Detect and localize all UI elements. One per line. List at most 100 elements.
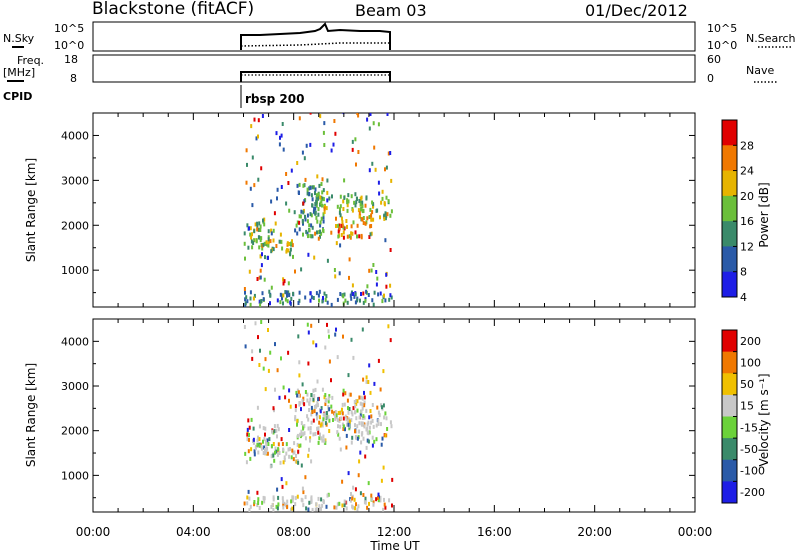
power-cell bbox=[311, 185, 314, 190]
velocity-cell bbox=[373, 381, 376, 386]
power-cell bbox=[359, 214, 362, 218]
power-cell bbox=[317, 293, 320, 298]
power-cell bbox=[383, 201, 386, 206]
power-cell bbox=[270, 249, 273, 254]
velocity-cell bbox=[302, 396, 305, 401]
velocity-cell bbox=[363, 403, 366, 408]
power-colorbar-swatch bbox=[722, 246, 737, 273]
power-cell bbox=[262, 297, 265, 302]
power-cell bbox=[280, 133, 283, 138]
velocity-cell bbox=[349, 498, 352, 503]
velocity-cell bbox=[246, 501, 249, 506]
power-cell bbox=[305, 143, 308, 148]
velocity-cell bbox=[360, 409, 363, 414]
power-cell bbox=[267, 255, 269, 260]
velocity-cell bbox=[307, 417, 310, 422]
velocity-cell bbox=[351, 496, 354, 501]
power-colorbar-swatch bbox=[722, 120, 737, 146]
power-cell bbox=[389, 293, 392, 298]
power-cell bbox=[342, 199, 345, 204]
power-cell bbox=[354, 230, 357, 235]
power-cell bbox=[389, 213, 392, 218]
velocity-cell bbox=[358, 421, 361, 426]
velocity-ytick-label: 3000 bbox=[61, 380, 89, 393]
power-cell bbox=[326, 300, 329, 305]
velocity-cell bbox=[316, 414, 319, 419]
velocity-cell bbox=[360, 395, 363, 400]
velocity-cell bbox=[347, 406, 349, 411]
power-cell bbox=[320, 195, 323, 200]
power-cell bbox=[323, 291, 326, 296]
velocity-cell bbox=[262, 451, 265, 455]
power-cell bbox=[284, 297, 287, 302]
velocity-cell bbox=[335, 413, 338, 418]
velocity-cell bbox=[354, 404, 357, 409]
power-cell bbox=[282, 281, 285, 286]
power-cell bbox=[308, 191, 311, 196]
velocity-cell bbox=[244, 451, 247, 456]
velocity-cell bbox=[246, 437, 249, 442]
velocity-cell bbox=[304, 495, 307, 500]
velocity-cell bbox=[265, 447, 268, 451]
power-cell bbox=[244, 301, 247, 306]
velocity-cell bbox=[285, 481, 288, 486]
power-cell bbox=[296, 161, 299, 165]
power-cell bbox=[307, 234, 309, 239]
power-cell bbox=[351, 147, 354, 152]
velocity-cell bbox=[389, 420, 392, 425]
power-cell bbox=[350, 231, 353, 236]
power-cell bbox=[249, 232, 252, 237]
velocity-cell bbox=[357, 504, 360, 509]
power-cell bbox=[316, 174, 319, 179]
velocity-cell bbox=[382, 465, 385, 470]
power-cell bbox=[371, 200, 374, 205]
velocity-cell bbox=[277, 447, 280, 452]
velocity-cell bbox=[375, 437, 378, 442]
velocity-cell bbox=[312, 418, 315, 423]
velocity-cell bbox=[342, 392, 345, 397]
power-cell bbox=[350, 224, 353, 229]
power-cell bbox=[290, 168, 293, 173]
power-cell bbox=[370, 217, 373, 222]
velocity-cell bbox=[295, 454, 297, 458]
velocity-cell bbox=[336, 418, 339, 423]
velocity-cell bbox=[317, 496, 320, 501]
velocity-cell bbox=[280, 437, 283, 442]
power-cell bbox=[283, 279, 286, 284]
power-cell bbox=[259, 275, 262, 280]
velocity-cell bbox=[356, 399, 359, 404]
velocity-cell bbox=[310, 393, 313, 398]
velocity-cell bbox=[360, 421, 363, 426]
power-cell bbox=[270, 228, 273, 233]
power-cell bbox=[337, 229, 340, 234]
power-cell bbox=[375, 208, 378, 213]
power-cell bbox=[341, 223, 344, 228]
velocity-cell bbox=[364, 500, 367, 505]
power-cell bbox=[255, 136, 258, 141]
power-cell bbox=[350, 291, 353, 296]
power-cell bbox=[325, 206, 328, 211]
velocity-cell bbox=[349, 392, 352, 397]
power-cell bbox=[265, 240, 268, 245]
velocity-cell bbox=[300, 421, 303, 426]
velocity-cell bbox=[265, 442, 268, 447]
velocity-cell bbox=[292, 457, 295, 462]
velocity-cell bbox=[289, 447, 291, 451]
power-cell bbox=[339, 194, 342, 199]
power-cell bbox=[339, 207, 341, 212]
velocity-cell bbox=[316, 426, 319, 431]
velocity-cell bbox=[384, 505, 387, 510]
velocity-cell bbox=[309, 426, 312, 431]
velocity-cell bbox=[364, 454, 367, 459]
velocity-cell bbox=[277, 502, 280, 507]
power-cell bbox=[365, 289, 368, 294]
velocity-cell bbox=[324, 411, 327, 416]
power-cell bbox=[294, 269, 296, 274]
power-cell bbox=[339, 213, 342, 218]
velocity-cell bbox=[350, 410, 353, 415]
velocity-cell bbox=[354, 429, 356, 434]
velocity-cell bbox=[383, 497, 385, 502]
velocity-cell bbox=[277, 427, 280, 432]
power-cell bbox=[258, 299, 261, 304]
velocity-cell bbox=[348, 419, 351, 424]
